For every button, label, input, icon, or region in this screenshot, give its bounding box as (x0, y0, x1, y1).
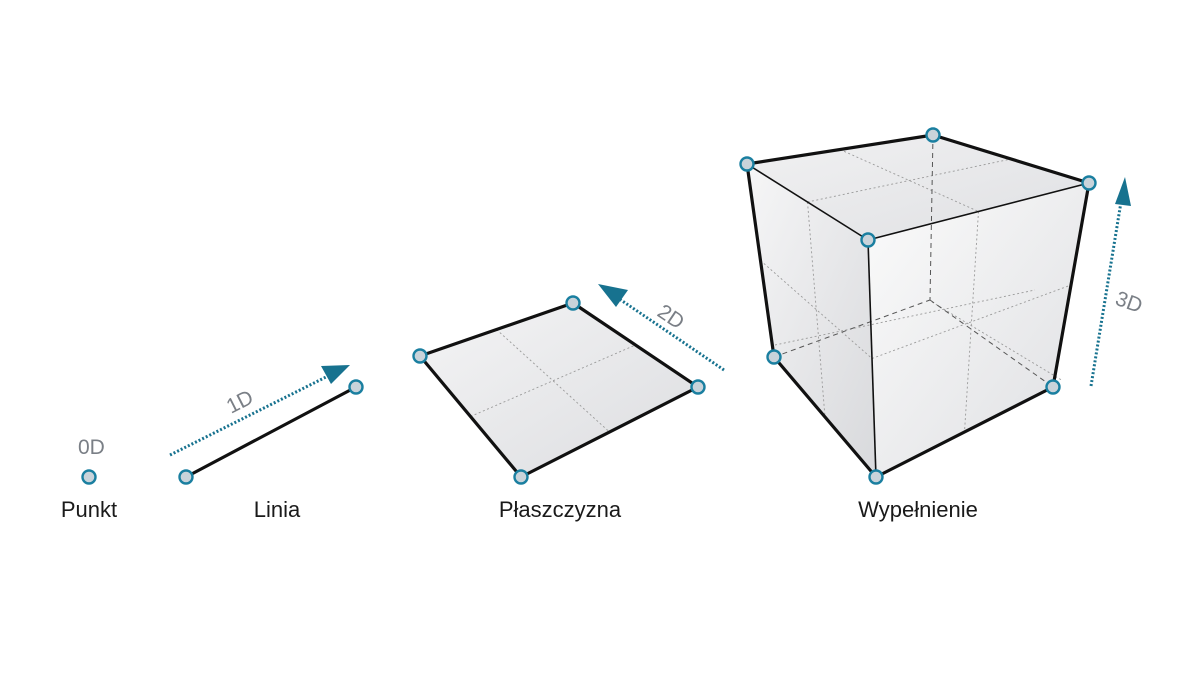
cube-grid-line (964, 211, 979, 433)
plane-vertex (565, 295, 581, 311)
line-segment (184, 385, 358, 479)
caption-solid: Wypełnienie (858, 497, 978, 522)
caption-line: Linia (254, 497, 301, 522)
point-vertex (81, 469, 97, 485)
dimension-label-0d: 0D (78, 436, 105, 459)
plane-vertex (412, 348, 428, 364)
arrow-3d-shaft (1089, 201, 1123, 387)
cube-vertex (925, 127, 941, 143)
arrow-head-icon (321, 365, 350, 384)
arrow-head-icon (598, 284, 628, 307)
cube-grid-line (774, 289, 1036, 346)
cube-hidden-edge (929, 134, 934, 301)
cube-vertex (766, 349, 782, 365)
line-group: 1D Linia (169, 365, 364, 522)
plane-grid-line (470, 344, 636, 417)
dimension-label-1d: 1D (223, 386, 257, 419)
arrow-2d-shaft (617, 296, 725, 372)
cube-vertex (739, 156, 755, 172)
plane-vertex (513, 469, 529, 485)
plane-vertex (690, 379, 706, 395)
cube-vertex (1081, 175, 1097, 191)
plane-surface (420, 303, 698, 477)
cube-hidden-edge (773, 299, 931, 358)
cube-edge (867, 182, 1090, 241)
cube-vertex (868, 469, 884, 485)
plane-group: 2D Płaszczyzna (412, 284, 725, 522)
cube-vertex (1045, 379, 1061, 395)
plane-grid-line (496, 329, 610, 433)
solid-group: 3D Wypełnienie (739, 127, 1145, 522)
cube-hidden-edge (929, 299, 1054, 388)
arrow-1d-shaft (169, 373, 331, 457)
cube-edge (867, 239, 877, 478)
caption-plane: Płaszczyzna (499, 497, 622, 522)
dimension-label-3d: 3D (1112, 287, 1145, 318)
line-vertex-end (348, 379, 364, 395)
cube-grid-line (871, 284, 1072, 359)
arrow-head-icon (1115, 177, 1131, 206)
cube-edge (746, 163, 869, 241)
cube-grid-line (839, 149, 979, 212)
line-vertex-start (178, 469, 194, 485)
dimension-label-2d: 2D (653, 300, 688, 334)
cube-vertex (860, 232, 876, 248)
point-group: 0D Punkt (61, 436, 117, 522)
cube-grid-line (807, 158, 1012, 203)
cube-top-face (747, 135, 1089, 240)
cube-left-face (747, 164, 876, 477)
caption-point: Punkt (61, 497, 117, 522)
